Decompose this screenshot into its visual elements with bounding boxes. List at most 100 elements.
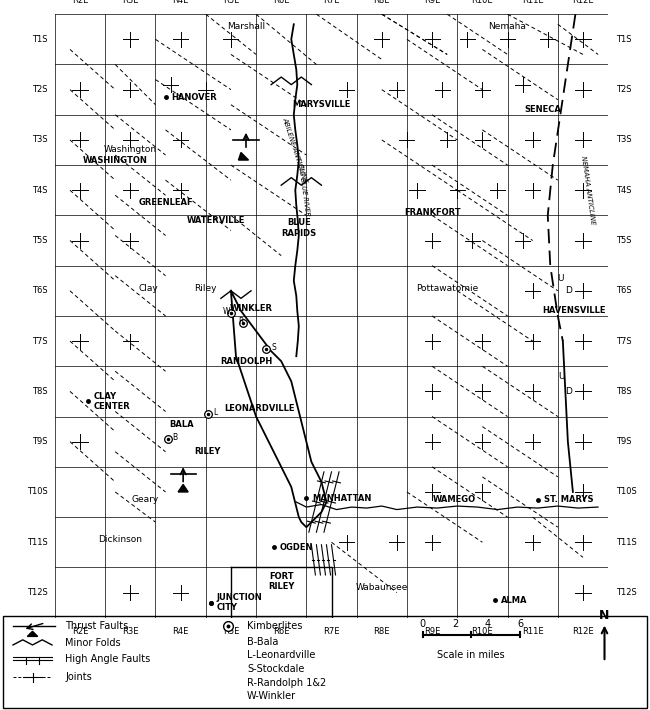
Text: BALA: BALA: [169, 420, 194, 429]
Text: NEMAHA ANTICLINE: NEMAHA ANTICLINE: [580, 155, 596, 225]
Text: T3S: T3S: [616, 136, 631, 144]
Text: GREENLEAF: GREENLEAF: [138, 198, 193, 207]
Text: R4E: R4E: [172, 0, 188, 5]
Text: Marshall: Marshall: [227, 22, 265, 31]
Text: R10E: R10E: [471, 627, 493, 635]
Text: U: U: [558, 372, 565, 381]
Text: R11E: R11E: [522, 0, 543, 5]
Text: B-Bala: B-Bala: [247, 637, 278, 647]
Text: ST. MARYS: ST. MARYS: [544, 495, 593, 504]
Text: R6E: R6E: [273, 627, 289, 635]
Text: W-Winkler: W-Winkler: [247, 692, 296, 701]
Text: Joints: Joints: [65, 672, 92, 682]
Text: 4: 4: [484, 619, 491, 630]
Text: Geary: Geary: [132, 495, 159, 504]
Text: R8E: R8E: [374, 0, 390, 5]
Text: Minor Folds: Minor Folds: [65, 638, 121, 648]
Text: L-Leonardville: L-Leonardville: [247, 650, 315, 660]
Text: R9E: R9E: [424, 0, 440, 5]
Text: Kimberlites: Kimberlites: [247, 621, 302, 631]
Text: Clay: Clay: [138, 284, 158, 293]
Text: R12E: R12E: [572, 0, 593, 5]
Text: FRANKFORT: FRANKFORT: [404, 208, 460, 217]
Text: T8S: T8S: [616, 387, 631, 396]
Text: T5S: T5S: [616, 236, 631, 245]
Text: T2S: T2S: [32, 85, 47, 94]
Text: BIG BLUE RIVER: BIG BLUE RIVER: [297, 163, 311, 217]
Text: HAVENSVILLE: HAVENSVILLE: [543, 307, 606, 315]
Text: T9S: T9S: [32, 437, 47, 446]
Text: R2E: R2E: [72, 0, 88, 5]
Text: T12S: T12S: [616, 588, 636, 597]
Polygon shape: [27, 631, 38, 636]
Text: JUNCTION
CITY: JUNCTION CITY: [217, 593, 263, 612]
Text: MARYSVILLE: MARYSVILLE: [292, 100, 350, 109]
Text: R11E: R11E: [522, 627, 543, 635]
Text: R8E: R8E: [374, 627, 390, 635]
Text: T3S: T3S: [32, 136, 47, 144]
Text: WAMEGO: WAMEGO: [433, 495, 476, 504]
Text: Thrust Faults: Thrust Faults: [65, 621, 128, 631]
Text: T1S: T1S: [616, 35, 631, 44]
Text: R6E: R6E: [273, 0, 289, 5]
Text: Scale in miles: Scale in miles: [437, 650, 505, 660]
Text: T6S: T6S: [616, 286, 631, 295]
Text: R4E: R4E: [172, 627, 188, 635]
Text: Nemaha: Nemaha: [489, 22, 526, 31]
Text: S-Stockdale: S-Stockdale: [247, 664, 304, 674]
Text: R: R: [239, 317, 244, 327]
Text: WATERVILLE: WATERVILLE: [187, 216, 245, 225]
Text: R2E: R2E: [72, 627, 88, 635]
Text: D: D: [566, 387, 572, 396]
Text: B: B: [172, 433, 177, 442]
Text: R5E: R5E: [223, 627, 239, 635]
Text: R10E: R10E: [471, 0, 493, 5]
Text: T12S: T12S: [27, 588, 47, 597]
Text: Dickinson: Dickinson: [98, 535, 142, 545]
Text: R-Randolph 1&2: R-Randolph 1&2: [247, 677, 326, 687]
Text: T2S: T2S: [616, 85, 631, 94]
Text: R7E: R7E: [323, 0, 340, 5]
Text: T1S: T1S: [32, 35, 47, 44]
Text: T10S: T10S: [27, 488, 47, 496]
Text: MANHATTAN: MANHATTAN: [313, 493, 372, 503]
Text: T7S: T7S: [616, 337, 631, 346]
Text: BLUE
RAPIDS: BLUE RAPIDS: [281, 218, 317, 238]
Text: T10S: T10S: [616, 488, 636, 496]
Text: U: U: [557, 274, 564, 283]
Text: CLAY
CENTER: CLAY CENTER: [94, 392, 131, 411]
Text: Riley: Riley: [194, 284, 217, 293]
Polygon shape: [178, 484, 188, 492]
Text: SENECA: SENECA: [525, 105, 561, 114]
Text: Pottawatomie: Pottawatomie: [416, 284, 478, 293]
Text: R9E: R9E: [424, 627, 440, 635]
Text: LEONARDVILLE: LEONARDVILLE: [224, 405, 295, 413]
Text: Wabaunsee: Wabaunsee: [356, 583, 408, 592]
Text: Washington: Washington: [104, 146, 157, 155]
Text: T5S: T5S: [32, 236, 47, 245]
Polygon shape: [239, 153, 248, 160]
Text: R3E: R3E: [122, 0, 138, 5]
Text: N: N: [599, 609, 610, 623]
Text: T4S: T4S: [32, 186, 47, 195]
Text: T7S: T7S: [32, 337, 47, 346]
Text: T4S: T4S: [616, 186, 631, 195]
Text: T6S: T6S: [32, 286, 47, 295]
Text: 6: 6: [517, 619, 523, 630]
Text: T8S: T8S: [32, 387, 47, 396]
Text: R7E: R7E: [323, 627, 340, 635]
Text: RILEY: RILEY: [194, 447, 220, 457]
Text: R3E: R3E: [122, 627, 138, 635]
Text: T9S: T9S: [616, 437, 631, 446]
Text: W: W: [223, 307, 231, 317]
Text: WINKLER: WINKLER: [229, 304, 272, 313]
Text: R12E: R12E: [572, 627, 593, 635]
Text: T11S: T11S: [616, 537, 636, 547]
Text: S: S: [271, 343, 276, 351]
Text: WASHINGTON: WASHINGTON: [83, 155, 148, 165]
Text: ABILENE ANTICLINE: ABILENE ANTICLINE: [282, 116, 309, 184]
Text: OGDEN: OGDEN: [280, 542, 313, 552]
Text: RANDOLPH: RANDOLPH: [220, 356, 272, 366]
Text: 2: 2: [452, 619, 458, 630]
Text: T11S: T11S: [27, 537, 47, 547]
